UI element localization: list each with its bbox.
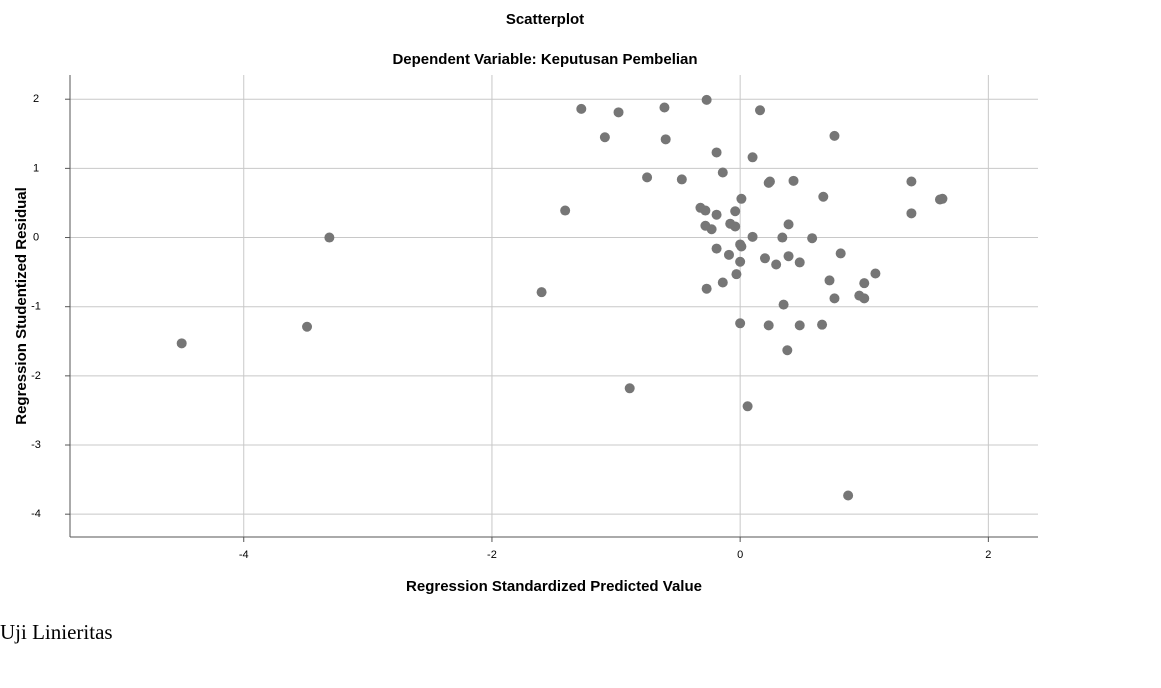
point xyxy=(718,168,728,178)
point xyxy=(748,232,758,242)
point xyxy=(795,257,805,267)
point xyxy=(677,174,687,184)
point xyxy=(731,269,741,279)
point xyxy=(795,320,805,330)
y-tick-label: 0 xyxy=(33,231,39,243)
x-tick-label: -4 xyxy=(239,549,249,561)
point xyxy=(625,383,635,393)
point xyxy=(324,233,334,243)
point xyxy=(784,251,794,261)
point xyxy=(702,95,712,105)
point xyxy=(859,278,869,288)
point xyxy=(659,103,669,113)
point xyxy=(825,275,835,285)
point xyxy=(730,206,740,216)
point xyxy=(560,206,570,216)
point xyxy=(614,107,624,117)
point xyxy=(870,268,880,278)
point xyxy=(779,300,789,310)
point xyxy=(302,322,312,332)
chart-title: Scatterplot xyxy=(506,11,584,28)
point xyxy=(760,253,770,263)
point xyxy=(859,293,869,303)
point xyxy=(777,233,787,243)
point xyxy=(789,176,799,186)
point xyxy=(748,152,758,162)
point xyxy=(707,224,717,234)
point xyxy=(661,134,671,144)
point xyxy=(743,401,753,411)
point xyxy=(712,244,722,254)
x-axis-label: Regression Standardized Predicted Value xyxy=(406,578,702,595)
point xyxy=(817,320,827,330)
point xyxy=(829,131,839,141)
point xyxy=(935,194,945,204)
x-tick-label: -2 xyxy=(487,549,497,561)
point xyxy=(755,105,765,115)
chart: Scatterplot Dependent Variable: Keputusa… xyxy=(0,0,1050,615)
point xyxy=(906,177,916,187)
point xyxy=(730,221,740,231)
point xyxy=(784,219,794,229)
y-tick-label: -4 xyxy=(31,508,41,520)
point xyxy=(736,194,746,204)
point xyxy=(642,172,652,182)
point xyxy=(836,248,846,258)
point xyxy=(771,260,781,270)
point xyxy=(700,206,710,216)
point xyxy=(735,257,745,267)
point xyxy=(736,242,746,252)
point xyxy=(576,104,586,114)
y-tick-label: 1 xyxy=(33,162,39,174)
y-tick-label: 2 xyxy=(33,93,39,105)
document-text: Uji Linieritas xyxy=(0,620,113,645)
point xyxy=(718,277,728,287)
point xyxy=(177,338,187,348)
point xyxy=(782,345,792,355)
chart-subtitle: Dependent Variable: Keputusan Pembelian xyxy=(392,51,697,68)
page: Scatterplot Dependent Variable: Keputusa… xyxy=(0,0,1161,688)
point xyxy=(724,250,734,260)
x-tick-label: 2 xyxy=(985,549,991,561)
point xyxy=(712,147,722,157)
point xyxy=(537,287,547,297)
point xyxy=(906,208,916,218)
point xyxy=(818,192,828,202)
point xyxy=(702,284,712,294)
y-tick-label: -2 xyxy=(31,370,41,382)
point xyxy=(735,318,745,328)
y-tick-label: -1 xyxy=(31,301,41,313)
point xyxy=(600,132,610,142)
point xyxy=(765,177,775,187)
point xyxy=(843,491,853,501)
point xyxy=(807,233,817,243)
point xyxy=(712,210,722,220)
y-axis-label: Regression Studentized Residual xyxy=(13,187,30,425)
y-tick-label: -3 xyxy=(31,439,41,451)
point xyxy=(764,320,774,330)
x-tick-label: 0 xyxy=(737,549,743,561)
point xyxy=(829,293,839,303)
